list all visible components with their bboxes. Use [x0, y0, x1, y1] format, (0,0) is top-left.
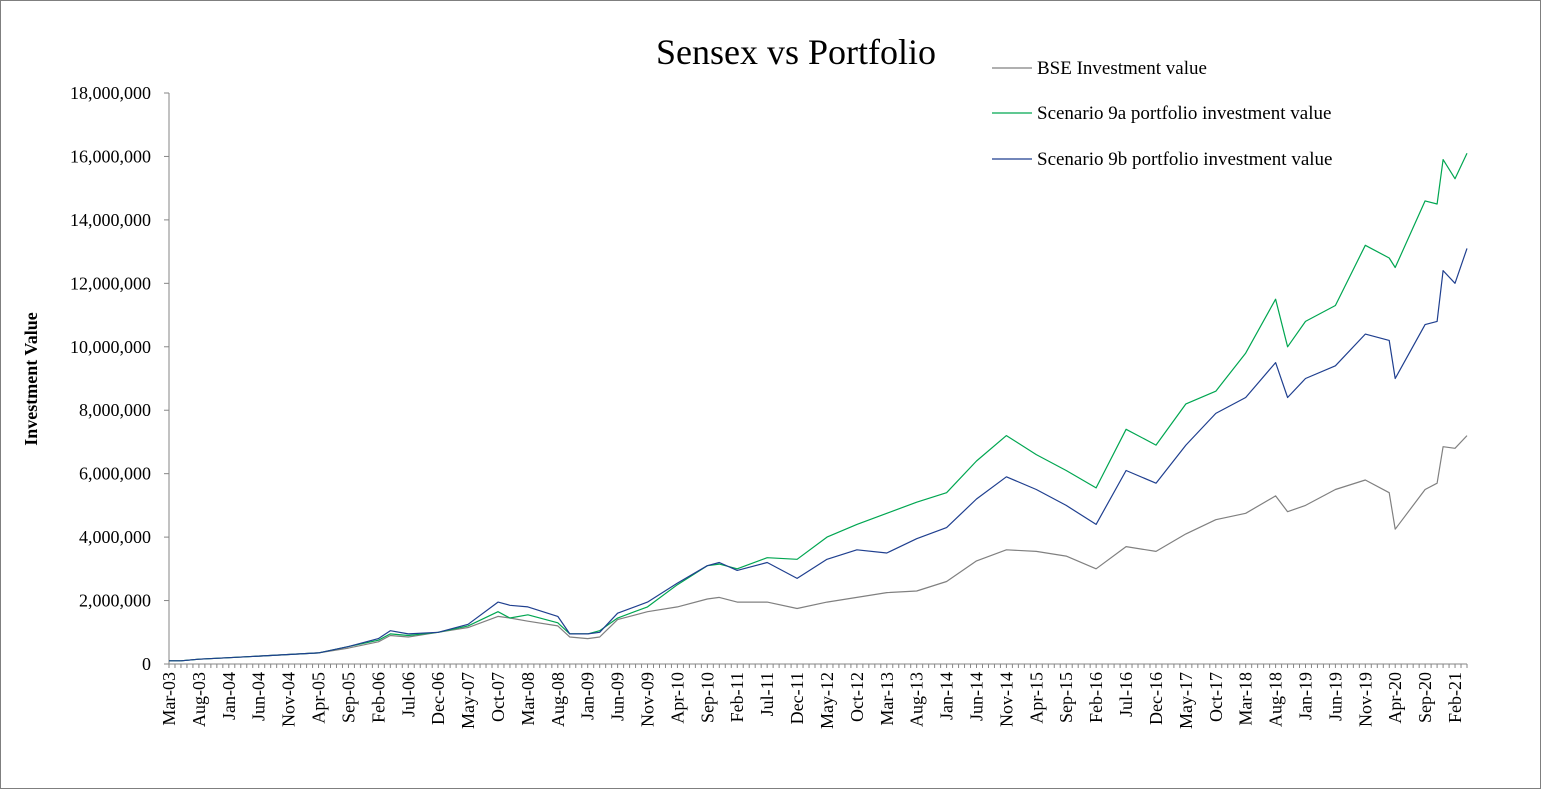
x-tick-label: Feb-06	[368, 672, 388, 723]
y-tick-label: 0	[142, 654, 151, 674]
x-tick-label: Oct-17	[1206, 672, 1226, 722]
x-tick-label: Feb-16	[1086, 672, 1106, 723]
y-tick-label: 12,000,000	[70, 273, 151, 293]
x-tick-label: Oct-07	[488, 672, 508, 722]
axes	[168, 93, 1467, 665]
x-tick-label: Dec-11	[787, 672, 807, 724]
x-tick-label: Jun-09	[608, 672, 628, 721]
x-tick-label: Sep-10	[697, 672, 717, 723]
x-tick-label: Nov-04	[279, 672, 299, 727]
legend-label-2: Scenario 9a portfolio investment value	[1037, 103, 1331, 124]
x-tick-label: Mar-18	[1236, 672, 1256, 726]
x-tick-label: Jul-11	[757, 672, 777, 716]
x-tick-label: Mar-03	[159, 672, 179, 726]
x-tick-label: Jun-14	[967, 672, 987, 721]
series-line-1	[169, 435, 1468, 662]
x-tick-label: Nov-09	[638, 672, 658, 727]
x-tick-label: May-07	[458, 672, 478, 729]
y-tick-label: 18,000,000	[70, 83, 151, 103]
x-tick-label: Mar-08	[518, 672, 538, 726]
series-line-3	[169, 248, 1468, 662]
x-tick-label: Sep-05	[338, 672, 358, 723]
y-tick-label: 2,000,000	[79, 591, 151, 611]
x-tick-label: Dec-16	[1146, 672, 1166, 725]
series-line-2	[169, 153, 1468, 662]
x-tick-label: Sep-15	[1056, 672, 1076, 723]
y-axis-ticks: 0 2,000,000 4,000,000 6,000,000 8,000,000 10,…	[70, 83, 169, 674]
legend: BSE Investment value Scenario 9a portfoli…	[992, 58, 1332, 170]
x-tick-label: Nov-19	[1355, 672, 1375, 727]
x-tick-label: Apr-10	[667, 672, 687, 724]
x-tick-label: Sep-20	[1415, 672, 1435, 723]
x-tick-label: Oct-12	[847, 672, 867, 722]
x-tick-label: Jan-09	[578, 672, 598, 720]
x-tick-label: Feb-11	[727, 672, 747, 722]
y-tick-label: 10,000,000	[70, 337, 151, 357]
x-tick-label: Jul-16	[1116, 672, 1136, 717]
x-tick-label: Aug-03	[189, 672, 209, 727]
series-lines	[169, 153, 1468, 662]
x-tick-label: Jul-06	[398, 672, 418, 717]
y-tick-label: 4,000,000	[79, 527, 151, 547]
x-tick-label: May-17	[1176, 672, 1196, 729]
x-tick-label: Apr-15	[1026, 672, 1046, 724]
x-axis-ticks: Mar-03 Aug-03 Jan-04 Jun-04 Nov-04 Apr-05 Sep-…	[159, 664, 1468, 729]
x-tick-label: Nov-14	[996, 672, 1016, 727]
legend-label-1: BSE Investment value	[1037, 58, 1207, 79]
x-tick-label: Jan-04	[219, 672, 239, 720]
x-tick-label: Aug-08	[548, 672, 568, 727]
x-tick-label: Mar-13	[877, 672, 897, 726]
x-tick-label: Aug-13	[907, 672, 927, 727]
x-tick-label: Jan-19	[1295, 672, 1315, 720]
x-tick-label: Apr-20	[1385, 672, 1405, 724]
x-tick-label: Feb-21	[1445, 672, 1465, 723]
x-tick-label: Jan-14	[937, 672, 957, 720]
x-tick-label: Aug-18	[1266, 672, 1286, 727]
y-tick-label: 14,000,000	[70, 210, 151, 230]
x-tick-label: Jun-04	[249, 672, 269, 721]
x-tick-label: Dec-06	[428, 672, 448, 725]
chart-title: Sensex vs Portfolio	[656, 32, 936, 72]
x-tick-label: Jun-19	[1325, 672, 1345, 721]
legend-label-3: Scenario 9b portfolio investment value	[1037, 149, 1332, 170]
y-tick-label: 8,000,000	[79, 400, 151, 420]
y-tick-label: 6,000,000	[79, 464, 151, 484]
y-tick-label: 16,000,000	[70, 146, 151, 166]
x-tick-label: Apr-05	[309, 672, 329, 724]
x-tick-label: May-12	[817, 672, 837, 729]
y-axis-title: Investment Value	[21, 312, 41, 446]
